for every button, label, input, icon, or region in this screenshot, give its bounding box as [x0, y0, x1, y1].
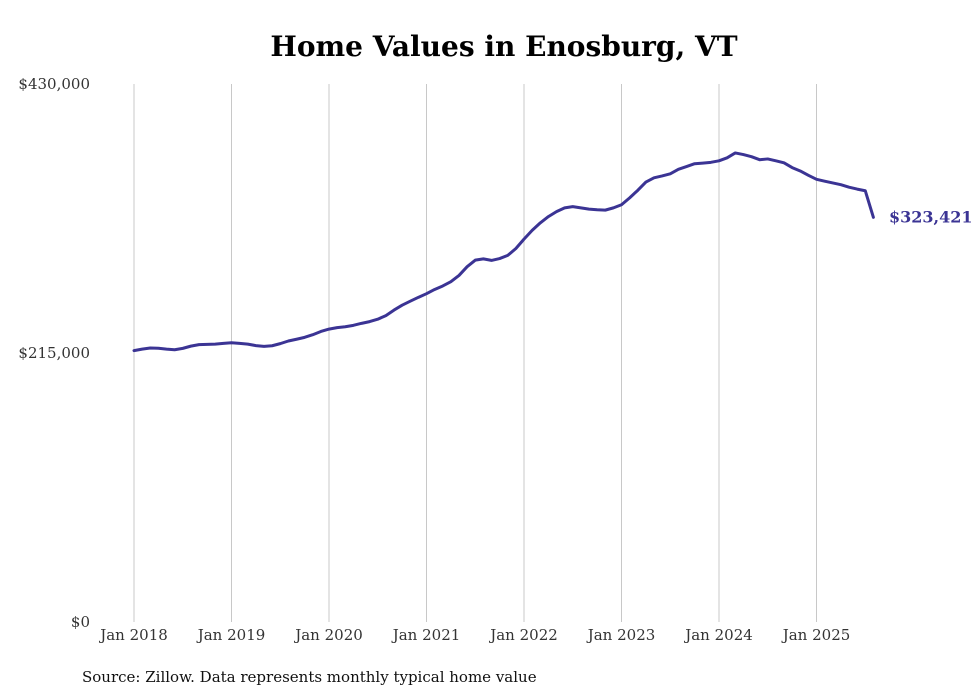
y-tick-label: $215,000: [18, 344, 90, 362]
end-value-label: $323,421: [889, 207, 973, 226]
x-tick-label: Jan 2022: [488, 626, 558, 644]
x-tick-label: Jan 2024: [683, 626, 753, 644]
y-tick-label: $0: [71, 613, 90, 631]
end-label-layer: $323,421: [889, 207, 973, 226]
series-line: [132, 151, 875, 353]
x-tick-label: Jan 2019: [196, 626, 266, 644]
y-tick-label: $430,000: [18, 75, 90, 93]
y-axis-tick-labels: $0 $215,000 $430,000: [18, 75, 90, 631]
x-tick-label: Jan 2021: [391, 626, 461, 644]
x-tick-label: Jan 2023: [586, 626, 656, 644]
x-tick-label: Jan 2020: [293, 626, 363, 644]
chart-title: Home Values in Enosburg, VT: [270, 30, 738, 63]
source-note: Source: Zillow. Data represents monthly …: [82, 668, 537, 686]
x-tick-label: Jan 2018: [98, 626, 168, 644]
series-layer: [132, 151, 875, 353]
gridlines: [133, 84, 817, 622]
x-tick-label: Jan 2025: [781, 626, 851, 644]
x-axis-tick-labels: Jan 2018 Jan 2019 Jan 2020 Jan 2021 Jan 2022…: [98, 626, 850, 644]
